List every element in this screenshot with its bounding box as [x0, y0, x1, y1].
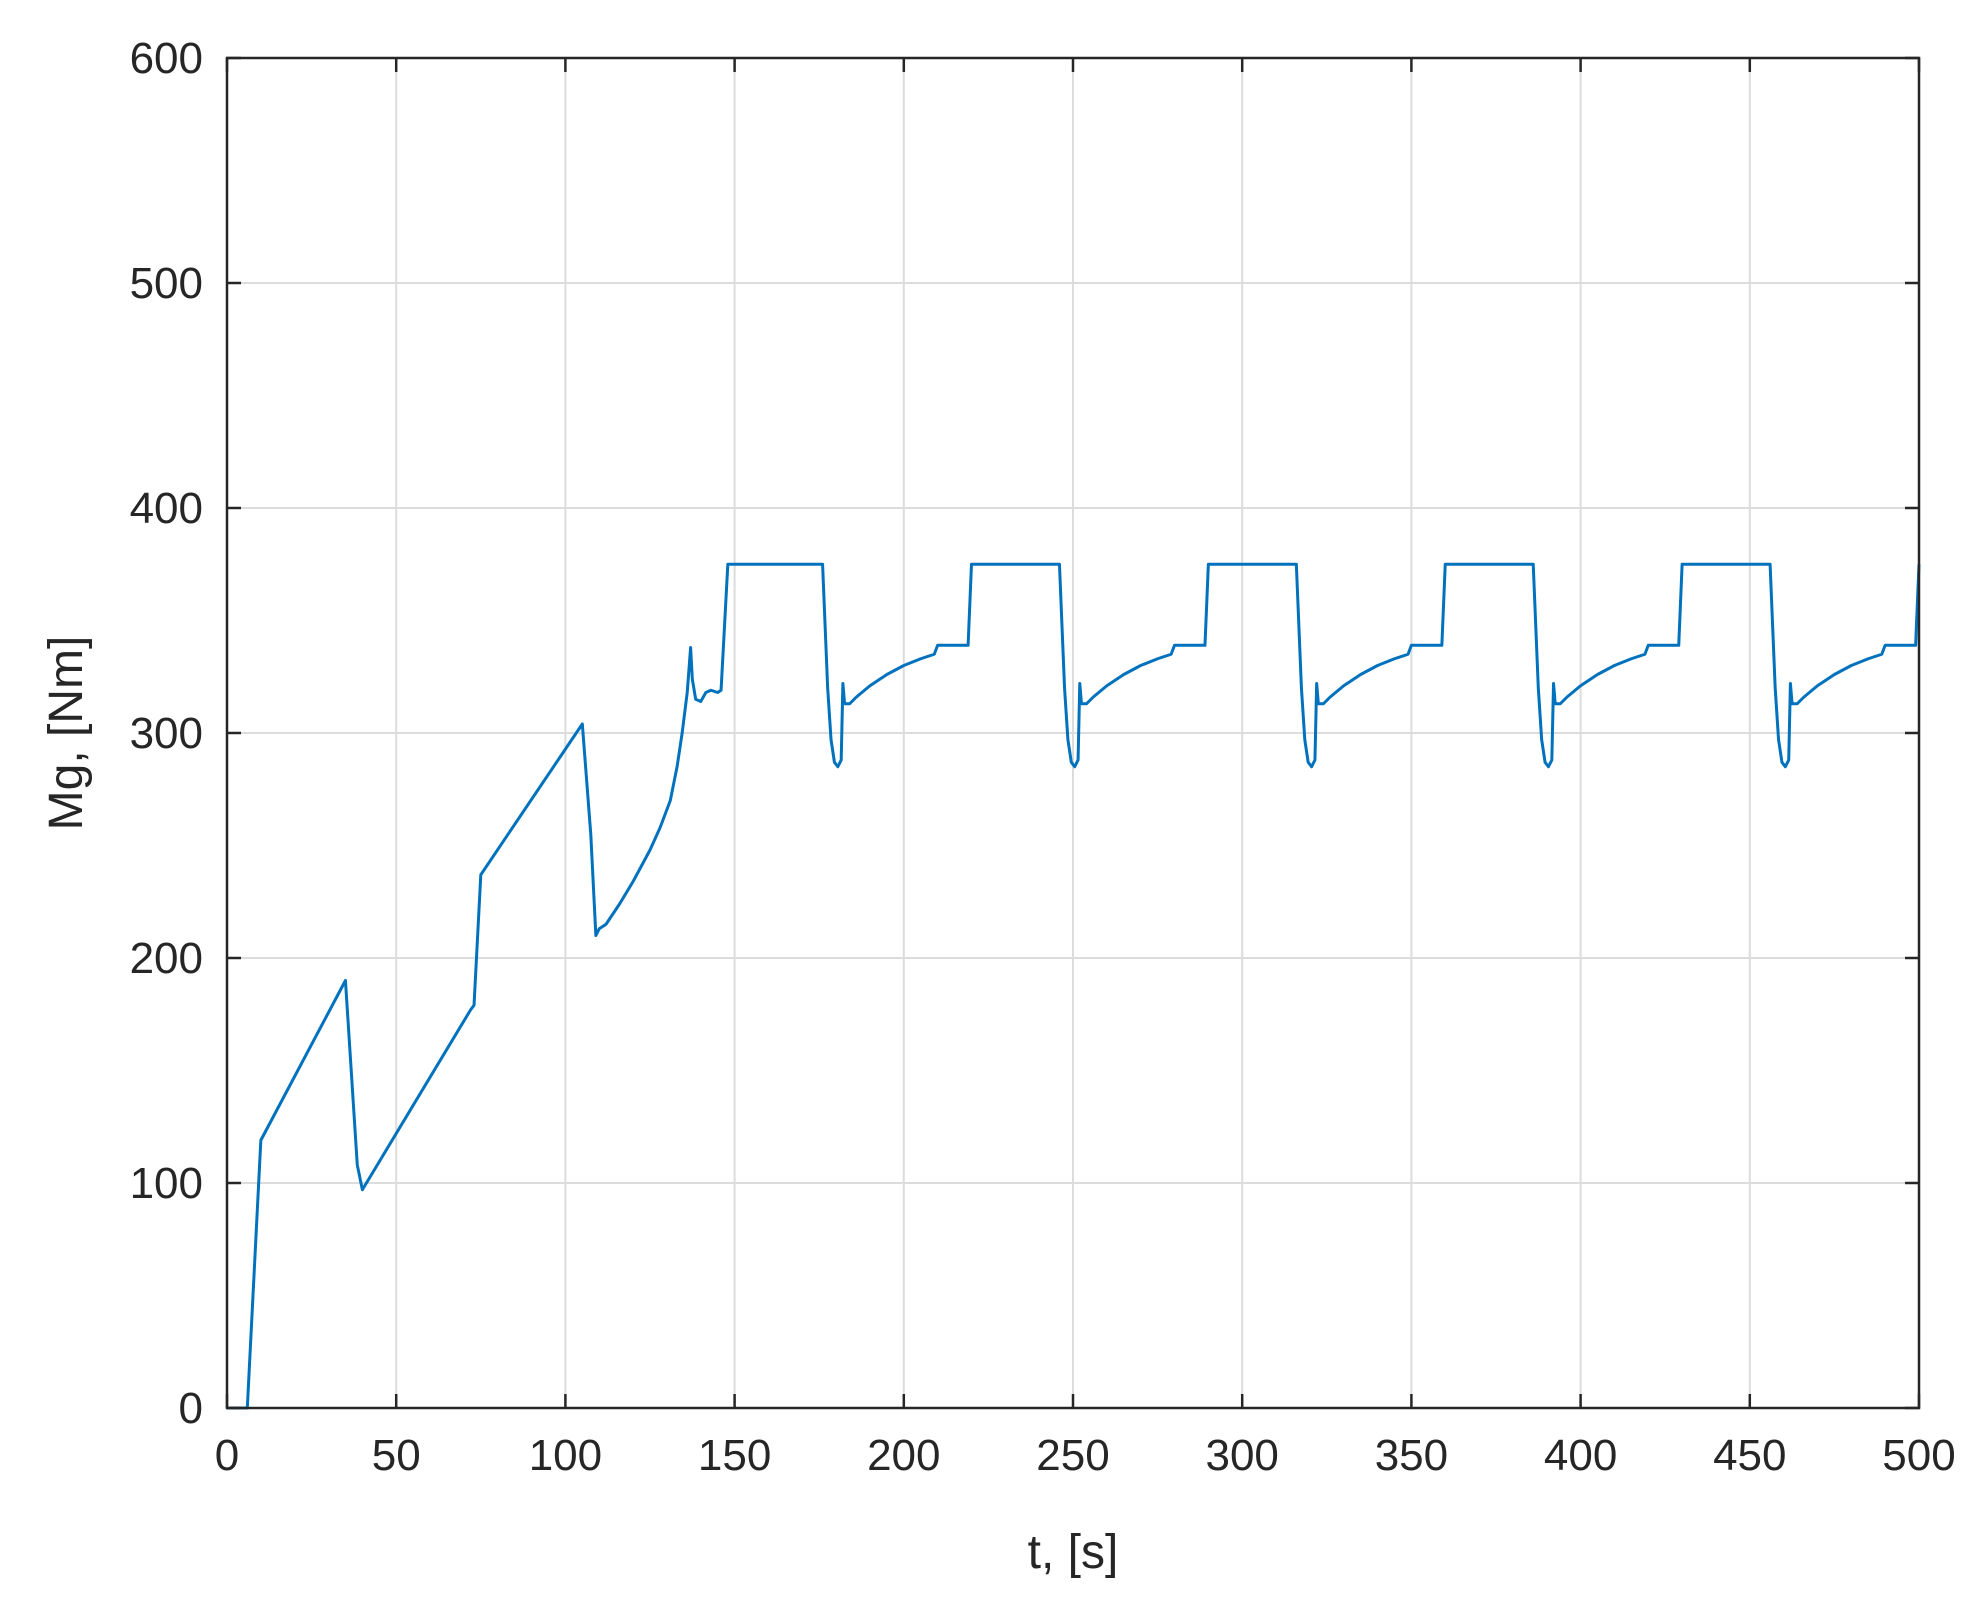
x-tick-label: 500: [1882, 1431, 1955, 1480]
y-tick-labels: 0 100 200 300 400 500 600: [130, 34, 203, 1433]
y-tick-label: 400: [130, 484, 203, 533]
x-tick-label: 0: [215, 1431, 239, 1480]
x-tick-label: 100: [529, 1431, 602, 1480]
y-tick-label: 200: [130, 934, 203, 983]
x-axis-label: t, [s]: [1028, 1526, 1119, 1579]
y-tick-label: 0: [179, 1384, 203, 1433]
x-tick-label: 250: [1036, 1431, 1109, 1480]
series-layer: [227, 562, 1921, 1410]
grid: [227, 58, 1919, 1408]
x-tick-label: 50: [372, 1431, 421, 1480]
y-tick-label: 300: [130, 709, 203, 758]
y-tick-label: 500: [130, 259, 203, 308]
y-axis-label: Mg, [Nm]: [40, 636, 93, 831]
x-tick-labels: 0 50 100 150 200 250 300 350 400 450 500: [215, 1431, 1956, 1480]
tick-marks: [225, 56, 1921, 1410]
x-tick-label: 350: [1375, 1431, 1448, 1480]
y-tick-label: 100: [130, 1159, 203, 1208]
x-tick-label: 300: [1205, 1431, 1278, 1480]
y-tick-label: 600: [130, 34, 203, 83]
x-tick-label: 200: [867, 1431, 940, 1480]
x-tick-label: 450: [1713, 1431, 1786, 1480]
x-tick-label: 150: [698, 1431, 771, 1480]
x-tick-label: 400: [1544, 1431, 1617, 1480]
series-line: [227, 562, 1921, 1410]
